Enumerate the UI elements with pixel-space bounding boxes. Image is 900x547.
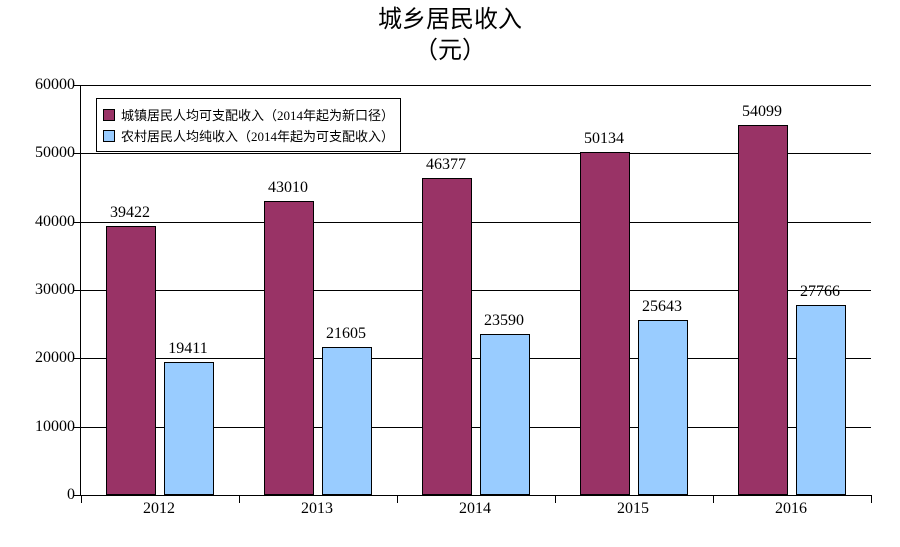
bar-value-label: 25643 — [642, 298, 682, 316]
x-tick — [397, 495, 398, 503]
bar — [264, 201, 314, 495]
title-line2: （元） — [414, 38, 486, 64]
bar — [580, 152, 630, 495]
bar — [796, 305, 846, 495]
bar-value-label: 19411 — [168, 340, 207, 358]
bar-value-label: 54099 — [742, 103, 782, 121]
y-axis-label: 40000 — [35, 213, 75, 231]
legend-label: 农村居民人均纯收入（2014年起为可支配收入） — [121, 126, 394, 145]
y-axis-label: 10000 — [35, 418, 75, 436]
legend-label: 城镇居民人均可支配收入（2014年起为新口径） — [121, 105, 394, 124]
x-axis-label: 2015 — [617, 500, 649, 518]
x-axis-label: 2013 — [301, 500, 333, 518]
legend-item: 城镇居民人均可支配收入（2014年起为新口径） — [103, 105, 394, 124]
x-axis-label: 2014 — [459, 500, 491, 518]
bar — [422, 178, 472, 495]
legend: 城镇居民人均可支配收入（2014年起为新口径） 农村居民人均纯收入（2014年起为… — [96, 98, 401, 152]
x-tick — [713, 495, 714, 503]
y-axis-label: 0 — [67, 486, 75, 504]
bar — [106, 226, 156, 495]
y-axis-label: 60000 — [35, 76, 75, 94]
bar — [480, 334, 530, 495]
bar — [322, 347, 372, 495]
x-tick — [555, 495, 556, 503]
legend-swatch — [103, 109, 115, 121]
y-axis-label: 20000 — [35, 349, 75, 367]
bar-value-label: 39422 — [110, 204, 150, 222]
gridline — [81, 85, 871, 86]
bar-value-label: 23590 — [484, 312, 524, 330]
y-axis-label: 30000 — [35, 281, 75, 299]
legend-item: 农村居民人均纯收入（2014年起为可支配收入） — [103, 126, 394, 145]
bar — [738, 125, 788, 495]
y-axis-label: 50000 — [35, 144, 75, 162]
x-axis-label: 2012 — [143, 500, 175, 518]
x-tick — [871, 495, 872, 503]
chart-container: 城乡居民收入 （元） 城镇居民人均可支配收入（2014年起为新口径） 农村居民人均… — [0, 0, 900, 547]
x-tick — [239, 495, 240, 503]
bar-value-label: 21605 — [326, 325, 366, 343]
bar-value-label: 27766 — [800, 283, 840, 301]
bar — [164, 362, 214, 495]
chart-title: 城乡居民收入 （元） — [0, 5, 900, 67]
title-line1: 城乡居民收入 — [378, 7, 522, 33]
x-tick — [81, 495, 82, 503]
bar-value-label: 43010 — [268, 179, 308, 197]
bar-value-label: 46377 — [426, 156, 466, 174]
legend-swatch — [103, 130, 115, 142]
bar-value-label: 50134 — [584, 130, 624, 148]
x-axis-label: 2016 — [775, 500, 807, 518]
bar — [638, 320, 688, 495]
